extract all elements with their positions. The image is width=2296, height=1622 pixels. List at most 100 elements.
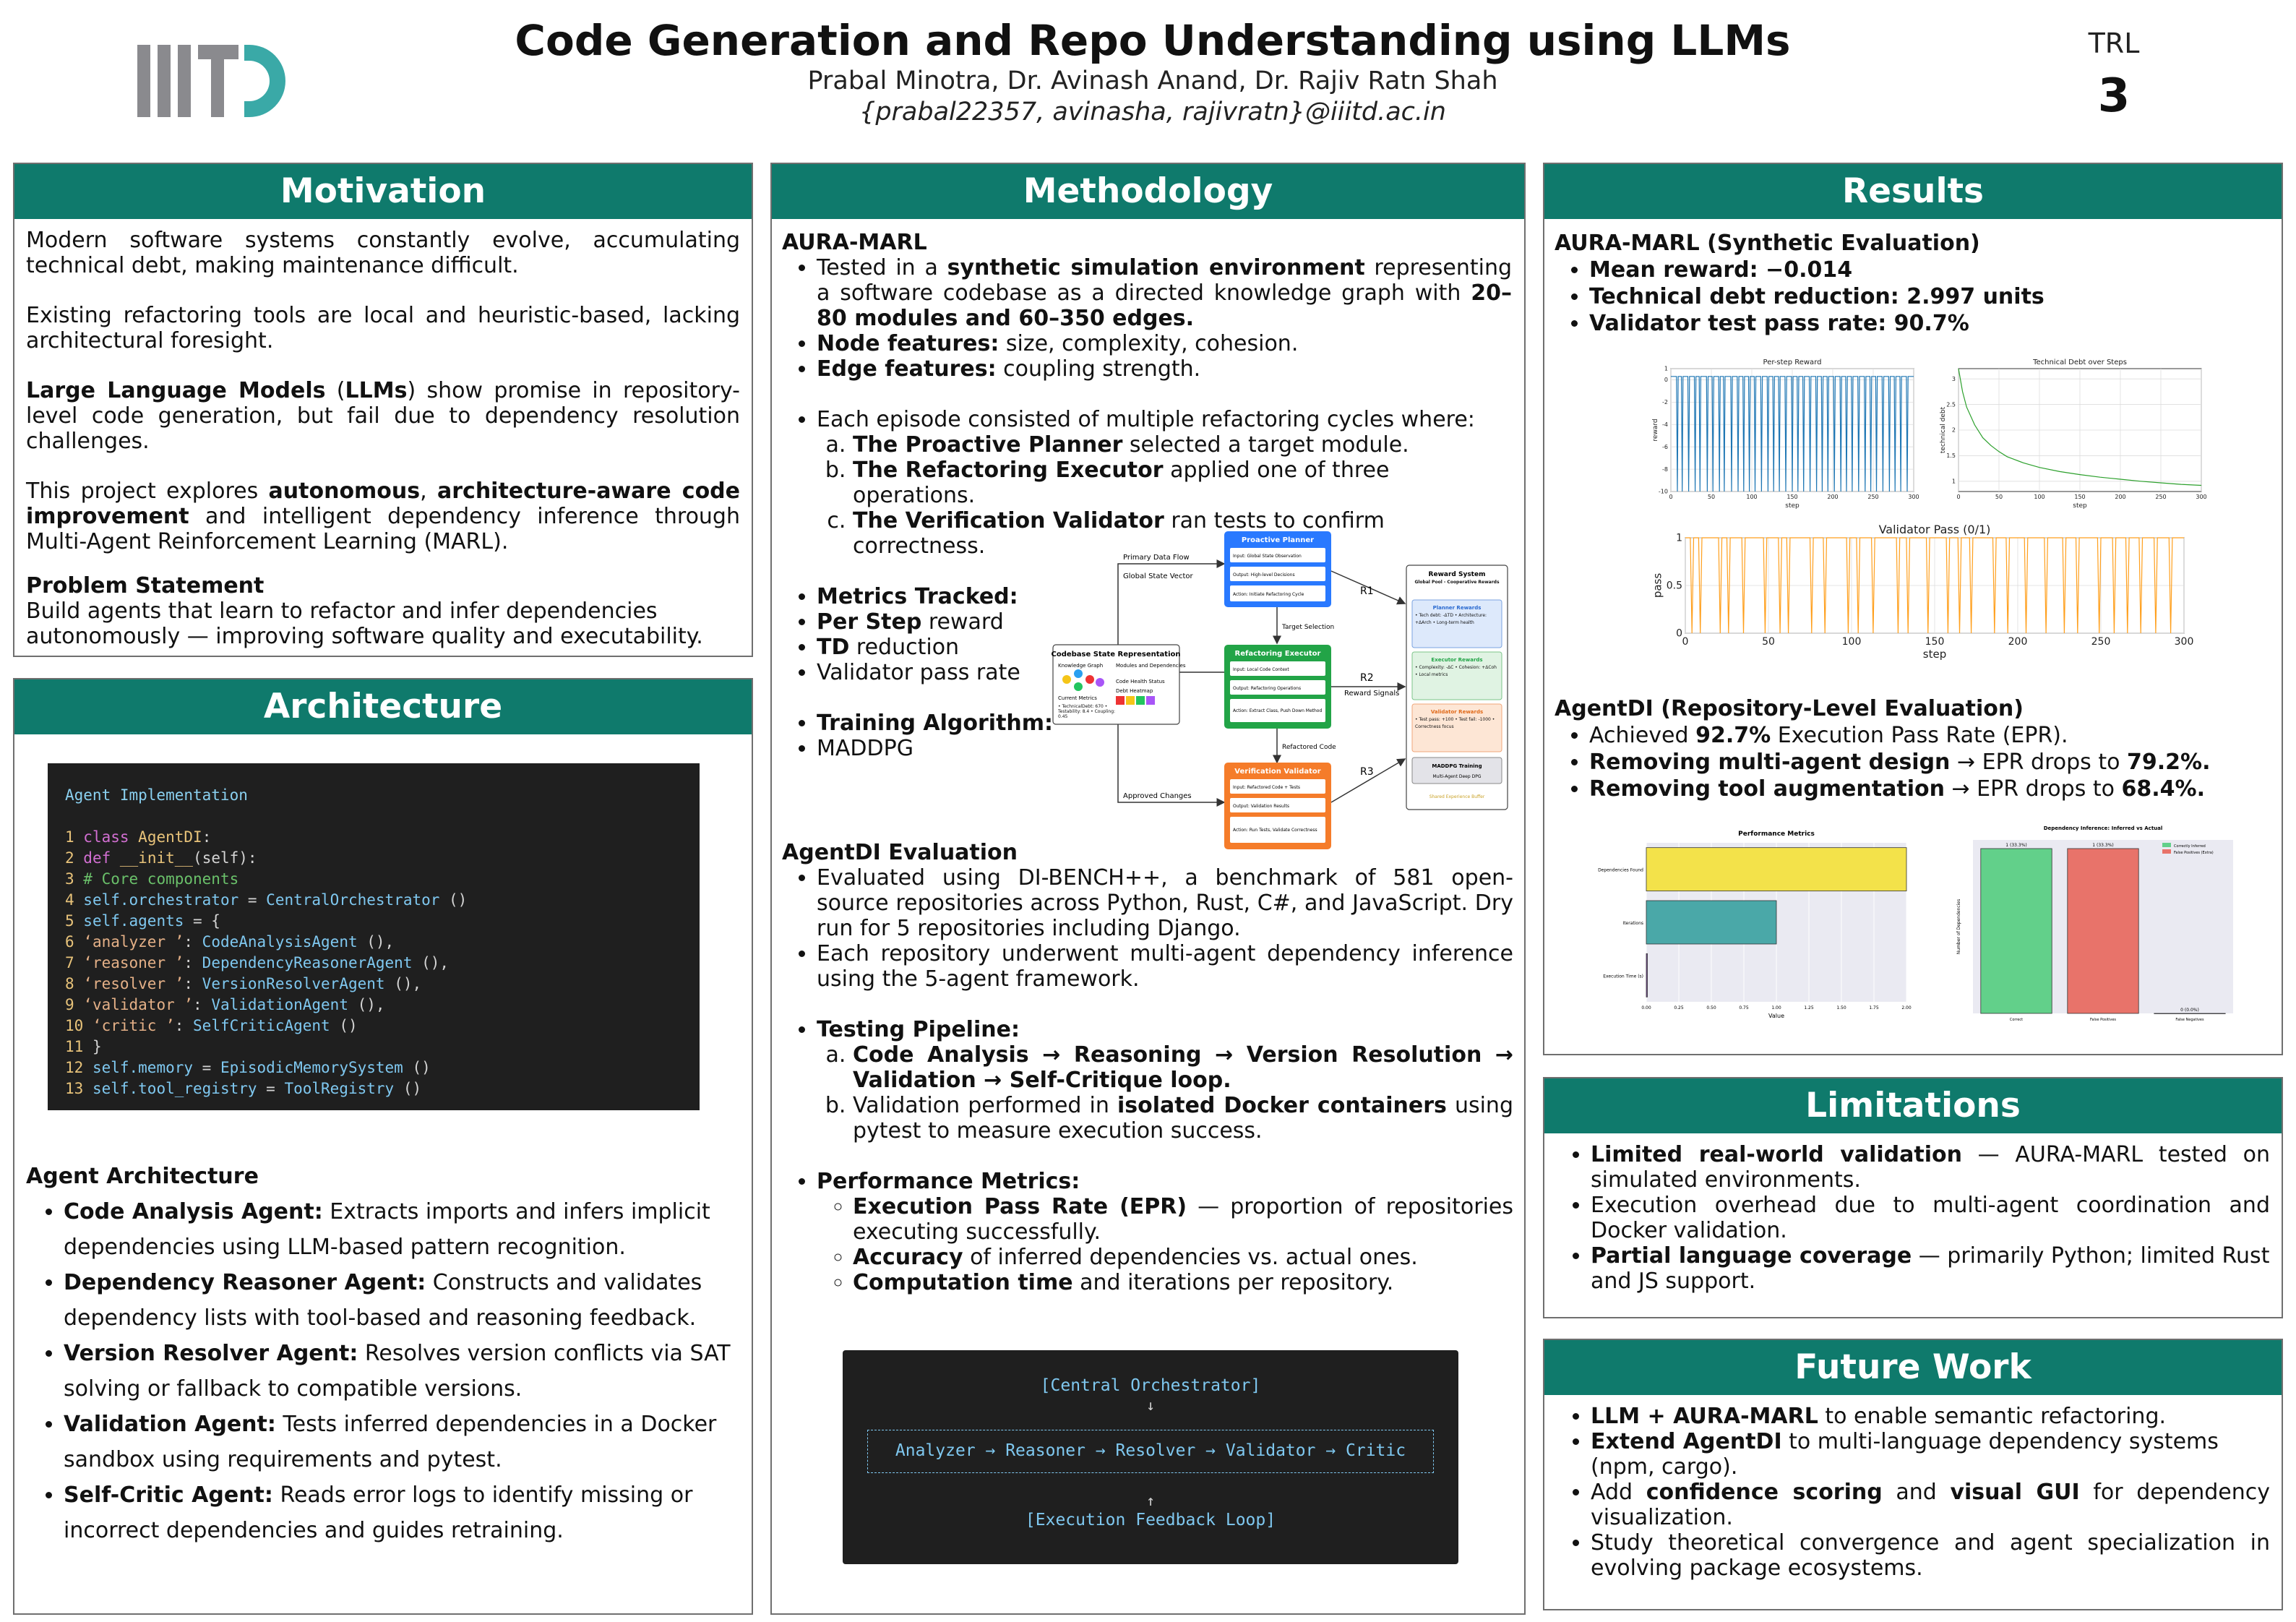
code-health-label: Code Health Status bbox=[1116, 679, 1165, 685]
cycle-step: The Verification Validator ran tests to … bbox=[853, 508, 1512, 559]
x-tick-label: 100 bbox=[1842, 636, 1862, 648]
future-item: Extend AgentDI to multi-language depende… bbox=[1591, 1429, 2270, 1480]
x-tick-label: 200 bbox=[1827, 494, 1838, 500]
data-label: 0 (0.0%) bbox=[2180, 1008, 2199, 1013]
agentdi-bullet: Each repository underwent multi-agent de… bbox=[817, 941, 1513, 992]
x-tick-label: False Positives bbox=[2090, 1018, 2116, 1022]
method-bullet: Node features: size, complexity, cohesio… bbox=[817, 331, 1512, 356]
agent-architecture-title: Agent Architecture bbox=[26, 1164, 259, 1189]
data-label: 1 (33.3%) bbox=[2005, 843, 2026, 848]
y-tick-label: 1 bbox=[1952, 479, 1956, 485]
y-tick-label: -10 bbox=[1659, 489, 1668, 495]
executor-action: Action: Extract Class, Push Down Method bbox=[1233, 708, 1322, 713]
results-agentdi-title: AgentDI (Repository-Level Evaluation) bbox=[1555, 696, 2024, 721]
x-tick-label: 150 bbox=[1925, 636, 1945, 648]
metrics-list: • TechnicalDebt: 670 • Testability: 8.4 … bbox=[1058, 704, 1116, 719]
y-axis-label: pass bbox=[1651, 573, 1664, 598]
diag-r3: R3 bbox=[1360, 766, 1374, 778]
planner-input: Input: Global State Observation bbox=[1233, 554, 1302, 559]
result-item: Removing multi-agent design → EPR drops … bbox=[1589, 749, 2270, 776]
limitations-heading: Limitations bbox=[1544, 1078, 2282, 1133]
chart-title: Per-step Reward bbox=[1763, 359, 1822, 366]
y-tick-label: -2 bbox=[1662, 399, 1668, 406]
validator-action: Action: Run Tests, Validate Correctness bbox=[1233, 828, 1317, 833]
future-item: LLM + AURA-MARL to enable semantic refac… bbox=[1591, 1404, 2270, 1429]
x-tick-label: 0.50 bbox=[1706, 1005, 1716, 1010]
x-tick-label: 50 bbox=[1708, 494, 1715, 500]
x-tick-label: 200 bbox=[2008, 636, 2028, 648]
current-metrics-label: Current Metrics bbox=[1058, 695, 1097, 701]
x-tick-label: 50 bbox=[1762, 636, 1775, 648]
method-bullet: Tested in a synthetic simulation environ… bbox=[817, 255, 1512, 331]
bar bbox=[2067, 848, 2139, 1014]
performance-metrics: Performance Metrics: Execution Pass Rate… bbox=[817, 1169, 1513, 1295]
methodology-heading: Methodology bbox=[772, 164, 1524, 219]
x-axis-label: step bbox=[2073, 502, 2087, 510]
performance-metrics-chart: Performance Metrics 0.00 0.25 0.50 0.75 1.00 1… bbox=[1598, 831, 1912, 1019]
legend-label: Correctly Inferred bbox=[2174, 844, 2206, 849]
agentdi-section: AgentDI Evaluation Evaluated using DI-BE… bbox=[782, 840, 1513, 1295]
motivation-p2: Existing refactoring tools are local and… bbox=[26, 303, 740, 353]
x-tick-label: 300 bbox=[1908, 494, 1919, 500]
maddpg-sub: Multi-Agent Deep DPG bbox=[1433, 774, 1482, 779]
poster-title: Code Generation and Repo Understanding u… bbox=[515, 16, 1791, 65]
x-tick-label: 300 bbox=[2196, 494, 2206, 500]
y-tick-label: 2 bbox=[1952, 427, 1956, 434]
diag-approved-changes: Approved Changes bbox=[1123, 792, 1192, 800]
result-item: Technical debt reduction: 2.997 units bbox=[1589, 283, 2270, 310]
validator-input: Input: Refactored Code + Tests bbox=[1233, 785, 1300, 790]
pipeline-step: Validation performed in isolated Docker … bbox=[853, 1093, 1513, 1143]
problem-statement-text: Build agents that learn to refactor and … bbox=[26, 598, 703, 649]
maddpg-label: MADDPG Training bbox=[1432, 763, 1482, 769]
legend-swatch bbox=[2162, 849, 2171, 854]
future-item: Add confidence scoring and visual GUI fo… bbox=[1591, 1480, 2270, 1530]
y-axis-label: reward bbox=[1652, 419, 1659, 441]
y-tick-label: 1 bbox=[1664, 366, 1668, 372]
executor-input: Input: Local Code Context bbox=[1233, 667, 1289, 672]
agent-implementation-code: Agent Implementation 1 class AgentDI: 2 … bbox=[48, 763, 700, 1110]
y-axis-label: technical debt bbox=[1940, 406, 1947, 453]
planner-rewards: Planner Rewards bbox=[1433, 605, 1482, 611]
code-title: Agent Implementation bbox=[65, 786, 248, 804]
modules-label: Modules and Dependencies bbox=[1116, 663, 1186, 669]
problem-statement-title: Problem Statement bbox=[26, 573, 265, 598]
diag-r2: R2 bbox=[1360, 672, 1374, 684]
y-tick-label: 3 bbox=[1952, 376, 1956, 382]
planner-reward-items: • Tech debt: -ΔTD • Architecture: +ΔArch… bbox=[1415, 613, 1487, 625]
series-line bbox=[1958, 368, 2202, 486]
x-tick-label: 250 bbox=[2155, 494, 2166, 500]
testing-pipeline: Testing Pipeline: Code Analysis → Reason… bbox=[817, 1017, 1513, 1143]
diag-global-state: Global State Vector bbox=[1123, 572, 1193, 580]
y-tick-label: -4 bbox=[1662, 421, 1668, 428]
trl-label: TRL bbox=[2088, 27, 2140, 59]
y-tick-label: 0 bbox=[1664, 377, 1668, 383]
reward-title: Reward System bbox=[1429, 571, 1486, 578]
perf-metric: Execution Pass Rate (EPR) — proportion o… bbox=[853, 1194, 1513, 1245]
x-tick-label: 1.00 bbox=[1771, 1005, 1781, 1010]
y-tick-label: -6 bbox=[1662, 444, 1668, 450]
diag-r1: R1 bbox=[1360, 585, 1374, 597]
future-work-panel: Future Work LLM + AURA-MARL to enable se… bbox=[1543, 1339, 2283, 1610]
aura-architecture-diagram: Primary Data Flow Global State Vector Ta… bbox=[1049, 528, 1512, 853]
aura-marl-section: AURA-MARL Tested in a synthetic simulati… bbox=[782, 230, 1512, 761]
orch-bot: [Execution Feedback Loop] bbox=[1025, 1511, 1276, 1529]
result-item: Mean reward: −0.014 bbox=[1589, 257, 2270, 283]
data-label: 1 (33.3%) bbox=[2092, 843, 2113, 848]
planner-action: Action: Initiate Refactoring Cycle bbox=[1233, 592, 1304, 597]
executor-rewards: Executor Rewards bbox=[1431, 657, 1482, 663]
x-tick-label: 1.25 bbox=[1804, 1005, 1814, 1010]
cycle-step: The Refactoring Executor applied one of … bbox=[853, 458, 1512, 508]
x-tick-label: 1.75 bbox=[1869, 1005, 1879, 1010]
agent-item: Version Resolver Agent: Resolves version… bbox=[64, 1336, 734, 1407]
x-tick-label: 200 bbox=[2115, 494, 2125, 500]
future-item: Study theoretical convergence and agent … bbox=[1591, 1530, 2270, 1581]
results-agentdi: AgentDI (Repository-Level Evaluation) Ac… bbox=[1555, 695, 2270, 802]
authors: Prabal Minotra, Dr. Avinash Anand, Dr. R… bbox=[807, 66, 1498, 95]
x-tick-label: 100 bbox=[1746, 494, 1757, 500]
motivation-heading: Motivation bbox=[14, 164, 752, 219]
y-tick-label: 1 bbox=[1676, 533, 1682, 544]
y-tick-label: -8 bbox=[1662, 466, 1668, 473]
trl-value: 3 bbox=[2097, 69, 2131, 123]
cycle-step: The Proactive Planner selected a target … bbox=[853, 432, 1512, 458]
limitation-item: Limited real-world validation — AURA-MAR… bbox=[1591, 1142, 2270, 1193]
